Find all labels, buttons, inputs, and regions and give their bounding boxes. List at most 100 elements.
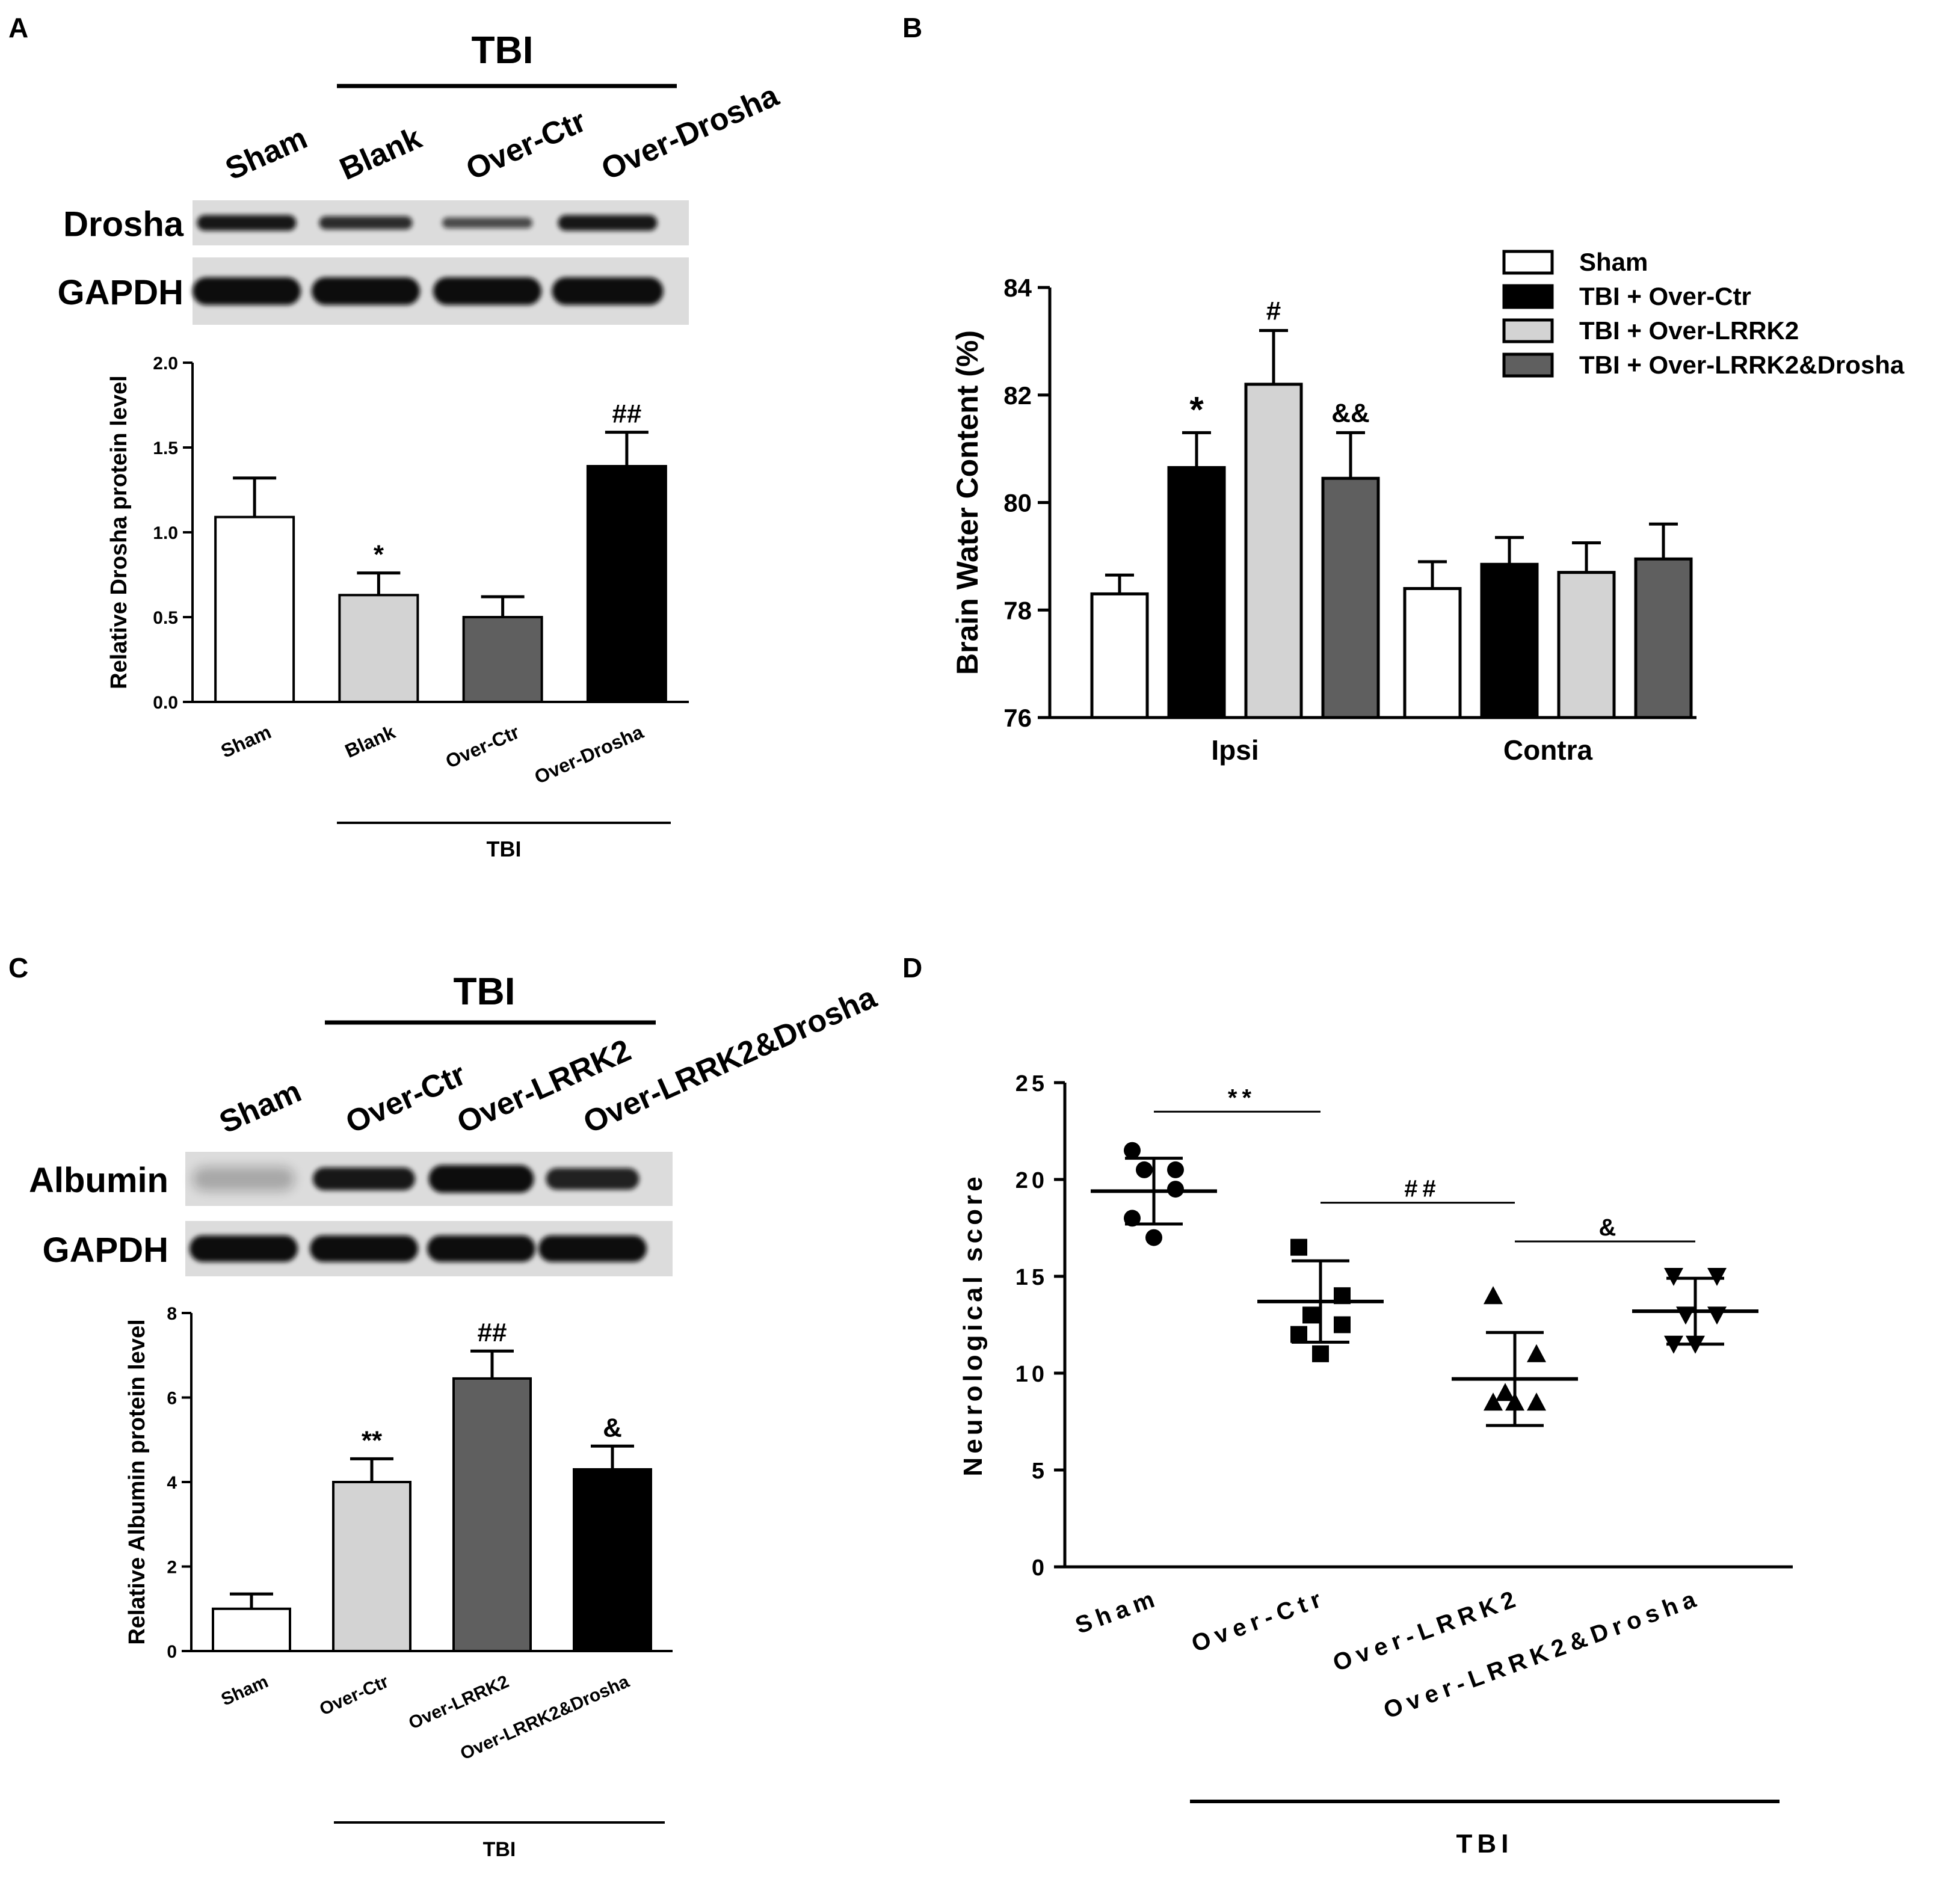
- y-tick-label: 80: [1003, 489, 1032, 517]
- data-point-over-lrrk2: [1496, 1383, 1515, 1401]
- y-tick-label: 4: [167, 1473, 177, 1493]
- x-tick-label-sham: Sham: [218, 721, 274, 762]
- legend-label-sham: Sham: [1579, 248, 1648, 276]
- bar-blank: [338, 594, 419, 704]
- panel-c-top-group-label: TBI: [453, 970, 515, 1013]
- data-point-sham: [1124, 1142, 1141, 1159]
- y-axis-label: Relative Albumin protein level: [125, 1319, 150, 1644]
- y-tick-label: 1.0: [153, 523, 178, 543]
- data-point-sham: [1167, 1161, 1184, 1178]
- comparison-label: ##: [1404, 1176, 1441, 1202]
- y-tick-label: 76: [1003, 704, 1032, 732]
- y-tick-label: 5: [1032, 1459, 1048, 1484]
- lane-label-over-ctr: Over-Ctr: [341, 1057, 470, 1140]
- panel-d: D 0 5 10 15 20 25 Neurological score Sham Over-C…: [902, 952, 1793, 1859]
- y-tick-label: 25: [1015, 1071, 1048, 1096]
- significance-label: &&: [1331, 398, 1370, 428]
- legend-label-tbi-over-lrrk2: TBI + Over-LRRK2: [1579, 316, 1799, 345]
- x-tick-label-over-lrrk2-drosha: Over-LRRK2&Drosha: [1380, 1584, 1704, 1724]
- lane-label-blank: Blank: [334, 120, 427, 187]
- lane-label-over-ctr: Over-Ctr: [461, 103, 591, 187]
- x-tick-label-over-drosha: Over-Drosha: [531, 721, 647, 788]
- bar-tbi-over-lrrk2-drosha-contra: [1634, 557, 1693, 719]
- blot-row-label-gapdh: GAPDH: [43, 1231, 168, 1270]
- blot-band: [442, 217, 532, 229]
- y-tick-label: 0: [167, 1642, 177, 1662]
- legend-label-tbi-over-lrrk2-drosha: TBI + Over-LRRK2&Drosha: [1579, 351, 1905, 379]
- blot-band: [558, 215, 658, 231]
- significance-label: ##: [478, 1318, 507, 1347]
- data-point-sham: [1145, 1229, 1162, 1246]
- group-label: TBI: [1456, 1829, 1514, 1859]
- bar-tbi-over-ctr-ipsi: [1167, 466, 1226, 719]
- panel-c-bar-chart: 0 2 4 6 8 Relative Albumin protein level Sham *…: [125, 1304, 673, 1861]
- legend-label-tbi-over-ctr: TBI + Over-Ctr: [1579, 282, 1751, 310]
- x-tick-label-sham: Sham: [218, 1671, 271, 1709]
- blot-band: [319, 216, 413, 230]
- y-axis-label: Neurological score: [958, 1173, 988, 1476]
- blot-band: [546, 1168, 639, 1190]
- panel-c: C TBI Sham Over-CtrOver-LRRK2Over-LRRK2&D…: [8, 952, 882, 1861]
- y-tick-label: 0.0: [153, 693, 178, 713]
- panel-b-legend: Sham TBI + Over-Ctr TBI + Over-LRRK2 TBI + …: [1502, 248, 1905, 379]
- data-point-sham: [1167, 1181, 1184, 1198]
- blot-band: [427, 1235, 535, 1262]
- y-tick-label: 2.0: [153, 354, 178, 374]
- blot-band: [193, 1167, 295, 1191]
- y-tick-label: 1.5: [153, 438, 178, 458]
- panel-c-western-blot: Albumin GAPDH: [29, 1152, 673, 1276]
- data-point-over-lrrk2-drosha: [1707, 1306, 1727, 1325]
- blot-band: [193, 277, 301, 305]
- legend-swatch-sham: [1502, 250, 1554, 275]
- data-point-over-ctr: [1290, 1238, 1307, 1256]
- y-tick-label: 0: [1032, 1555, 1048, 1581]
- blot-row-label-albumin: Albumin: [29, 1161, 168, 1200]
- panel-b: B 76 78 80 82 84 Brain Water Content (%) * # && I…: [902, 12, 1905, 766]
- y-tick-label: 15: [1015, 1265, 1048, 1290]
- lane-label-sham: Sham: [214, 1074, 306, 1140]
- blot-band: [310, 1235, 418, 1262]
- bar-tbi-over-lrrk2-ipsi: [1244, 383, 1303, 719]
- blot-row-label-gapdh: GAPDH: [58, 273, 183, 312]
- blot-band: [433, 277, 541, 305]
- comparison-label: **: [1228, 1084, 1256, 1111]
- blot-band: [552, 277, 664, 305]
- y-tick-label: 78: [1003, 596, 1032, 624]
- significance-label: ##: [612, 399, 641, 429]
- y-tick-label: 10: [1015, 1362, 1048, 1387]
- lane-label-over-drosha: Over-Drosha: [596, 78, 784, 187]
- x-tick-label-contra: Contra: [1503, 734, 1593, 766]
- significance-label: **: [362, 1425, 383, 1455]
- panel-a-bar-chart: 0.0 0.5 1.0 1.5 2.0 Relative Drosha protein l…: [106, 354, 689, 861]
- panel-a-lane-labels: Sham Blank Over-Ctr Over-Drosha: [220, 78, 784, 187]
- group-label: TBI: [483, 1838, 516, 1861]
- significance-label: *: [1189, 389, 1204, 429]
- panel-a: A TBI Sham Blank Over-Ctr Over-Drosha Drosh…: [8, 12, 784, 861]
- bar-sham-ipsi: [1090, 592, 1149, 719]
- data-point-over-ctr: [1334, 1287, 1351, 1305]
- legend-swatch-tbi-over-ctr: [1502, 284, 1554, 309]
- y-tick-label: 6: [167, 1388, 177, 1408]
- bar-sham-contra: [1403, 587, 1462, 719]
- bar-over-lrrk2: [452, 1377, 532, 1652]
- x-tick-label-ipsi: Ipsi: [1211, 734, 1259, 766]
- x-tick-label-blank: Blank: [342, 721, 398, 761]
- data-point-over-lrrk2: [1484, 1286, 1503, 1305]
- y-tick-label: 8: [167, 1304, 177, 1324]
- bar-over-lrrk2-drosha: [573, 1468, 652, 1653]
- data-point-over-lrrk2: [1527, 1392, 1546, 1411]
- y-tick-label: 84: [1003, 274, 1032, 302]
- blot-band: [312, 277, 420, 305]
- panel-c-letter: C: [8, 952, 28, 983]
- bar-over-drosha: [586, 465, 667, 704]
- y-tick-label: 2: [167, 1557, 177, 1577]
- legend-swatch-tbi-over-lrrk2-drosha: [1502, 352, 1554, 378]
- data-point-over-lrrk2: [1484, 1392, 1503, 1411]
- bar-sham: [212, 1607, 291, 1652]
- blot-band: [190, 1235, 298, 1262]
- data-point-sham: [1136, 1161, 1153, 1178]
- data-point-sham: [1124, 1210, 1141, 1227]
- x-tick-label-over-ctr: Over-Ctr: [1188, 1584, 1330, 1657]
